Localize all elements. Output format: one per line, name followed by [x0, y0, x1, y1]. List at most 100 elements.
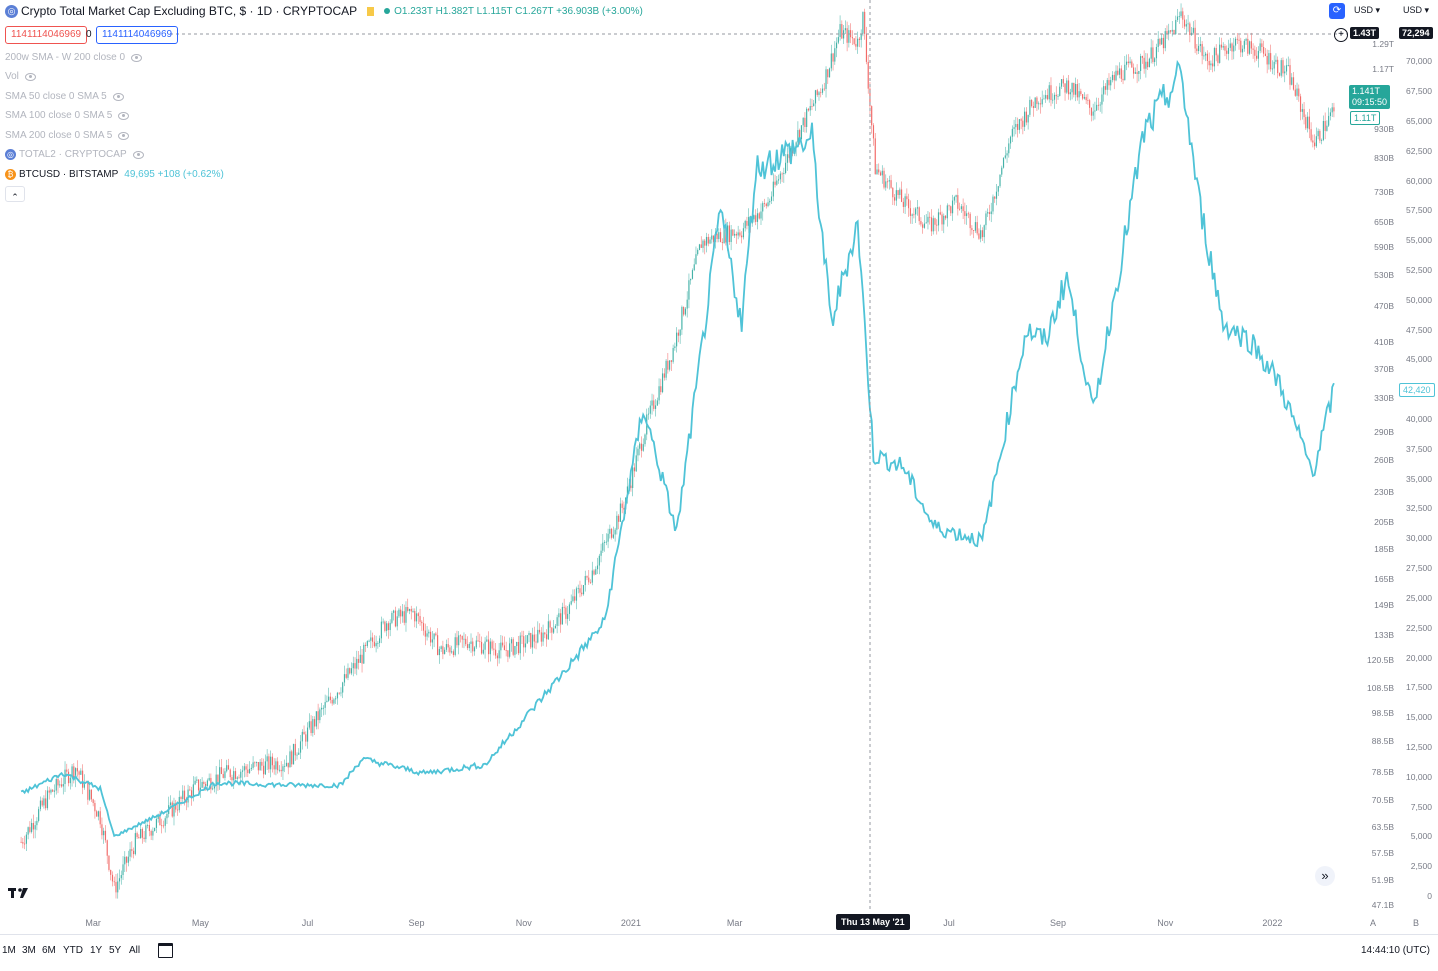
chart-title-row: ◎ Crypto Total Market Cap Excluding BTC,… — [5, 4, 643, 18]
flag-icon[interactable] — [367, 6, 375, 16]
candle-body — [270, 756, 272, 770]
candle-body — [899, 189, 901, 196]
chevron-down-icon: ▾ — [1375, 5, 1381, 15]
eye-icon[interactable] — [118, 131, 130, 140]
candle-body — [1294, 89, 1296, 96]
candle-body — [71, 766, 73, 778]
candle-body — [640, 443, 643, 451]
time-axis[interactable]: Mar May Jul Sep Nov 2021 Mar Jul Sep Nov 2022 — [0, 912, 1348, 934]
legend-sma-50[interactable]: SMA 50 close 0 SMA 5 — [5, 91, 124, 102]
candle-body — [584, 576, 586, 586]
candle-body — [626, 486, 629, 498]
candle-body — [233, 771, 235, 781]
candle-body — [470, 641, 472, 644]
candle-body — [350, 668, 353, 674]
currency-select-right[interactable]: USD ▾ — [1403, 5, 1430, 15]
range-1y[interactable]: 1Y — [90, 945, 103, 956]
legend-total2[interactable]: ◎ TOTAL2 · CRYPTOCAP — [5, 149, 144, 160]
eye-icon[interactable] — [132, 150, 144, 159]
candle-body — [976, 222, 978, 234]
add-alert-icon[interactable]: + — [1334, 28, 1348, 42]
chart-title[interactable]: Crypto Total Market Cap Excluding BTC, $… — [21, 4, 358, 18]
candle-body — [164, 818, 166, 826]
candle-body — [148, 825, 150, 831]
candle-body — [1154, 58, 1156, 62]
btc-price-badge: 42,420 — [1399, 383, 1435, 397]
eye-icon[interactable] — [112, 92, 124, 101]
time-axis-tick: 2022 — [1262, 918, 1283, 928]
candle-body — [695, 254, 697, 265]
chart-plot-area[interactable] — [0, 0, 1348, 912]
candle-body — [1291, 77, 1293, 85]
range-all[interactable]: All — [129, 945, 141, 956]
eye-icon[interactable] — [131, 53, 143, 62]
legend-btcusd[interactable]: ₿ BTCUSD · BITSTAMP 49,695 +108 (+0.62%) — [5, 169, 224, 180]
candle-body — [1196, 48, 1198, 52]
candle-body — [981, 230, 984, 238]
candle-body — [509, 643, 511, 657]
right-price-axis[interactable]: 70,000 67,500 65,000 62,500 60,000 57,500 55,0… — [1396, 0, 1438, 912]
candle-body — [1289, 65, 1291, 85]
left-axis-tick: 108.5B — [1367, 682, 1394, 693]
range-6m[interactable]: 6M — [42, 945, 56, 956]
candle-body — [665, 360, 667, 378]
currency-select-left[interactable]: USD ▾ — [1354, 5, 1381, 15]
tradingview-logo-icon — [8, 888, 28, 898]
candle-body — [1080, 91, 1082, 95]
candle-body — [291, 751, 293, 765]
range-5y[interactable]: 5Y — [109, 945, 122, 956]
candle-body — [1002, 157, 1005, 168]
range-1m[interactable]: 1M — [2, 945, 16, 956]
left-price-axis[interactable]: 1.29T 1.17T 930B 830B 730B 650B 590B 530B 470B 41… — [1350, 0, 1394, 912]
candle-body — [995, 191, 998, 199]
candle-body — [1328, 115, 1330, 126]
candle-body — [80, 770, 82, 775]
candle-body — [24, 843, 26, 845]
candle-body — [287, 762, 289, 768]
utc-clock[interactable]: 14:44:10 (UTC) — [1361, 945, 1430, 956]
candle-body — [644, 434, 646, 445]
compare-icon[interactable]: ⟳ — [1329, 3, 1345, 19]
candle-body — [825, 69, 827, 89]
collapse-legend-button[interactable]: ⌃ — [5, 186, 25, 202]
candle-body — [447, 644, 449, 648]
legend-200w-sma[interactable]: 200w SMA - W 200 close 0 — [5, 52, 143, 63]
axis-button-a[interactable]: A — [1370, 918, 1377, 928]
candle-body — [735, 233, 737, 236]
candle-body — [252, 762, 254, 768]
candle-body — [1234, 38, 1237, 46]
candle-body — [611, 528, 613, 538]
legend-sma-200[interactable]: SMA 200 close 0 SMA 5 — [5, 130, 130, 141]
bottom-toolbar: 1M 3M 6M YTD 1Y 5Y All 14:44:10 (UTC) — [0, 934, 1438, 971]
candle-body — [110, 869, 112, 875]
calendar-range-icon[interactable] — [158, 943, 173, 958]
candle-body — [502, 642, 504, 646]
candle-body — [978, 233, 980, 239]
legend-label: Vol — [5, 71, 19, 82]
btc-coin-icon: ₿ — [5, 169, 16, 180]
range-3m[interactable]: 3M — [22, 945, 36, 956]
candle-body — [150, 830, 152, 836]
candle-body — [1083, 97, 1085, 99]
input-right-value[interactable]: 1141114046969 — [96, 26, 179, 44]
candle-body — [1043, 98, 1045, 100]
double-chevron-right-icon[interactable]: » — [1315, 866, 1335, 886]
legend-sma-100[interactable]: SMA 100 close 0 SMA 5 — [5, 110, 130, 121]
candle-body — [296, 754, 298, 756]
eye-icon[interactable] — [118, 111, 130, 120]
candle-body — [277, 761, 279, 771]
candle-body — [489, 641, 491, 655]
eye-icon[interactable] — [24, 72, 36, 81]
candle-body — [1111, 74, 1114, 81]
candle-body — [1189, 23, 1191, 35]
candle-body — [960, 206, 962, 210]
axis-button-b[interactable]: B — [1413, 918, 1420, 928]
range-ytd[interactable]: YTD — [63, 945, 83, 956]
candle-body — [139, 828, 142, 839]
candle-body — [284, 766, 286, 767]
candle-body — [60, 784, 63, 787]
input-left-value[interactable]: 1141114046969 — [5, 26, 88, 44]
candle-body — [152, 830, 154, 836]
candle-body — [403, 611, 405, 623]
legend-vol[interactable]: Vol — [5, 71, 36, 82]
